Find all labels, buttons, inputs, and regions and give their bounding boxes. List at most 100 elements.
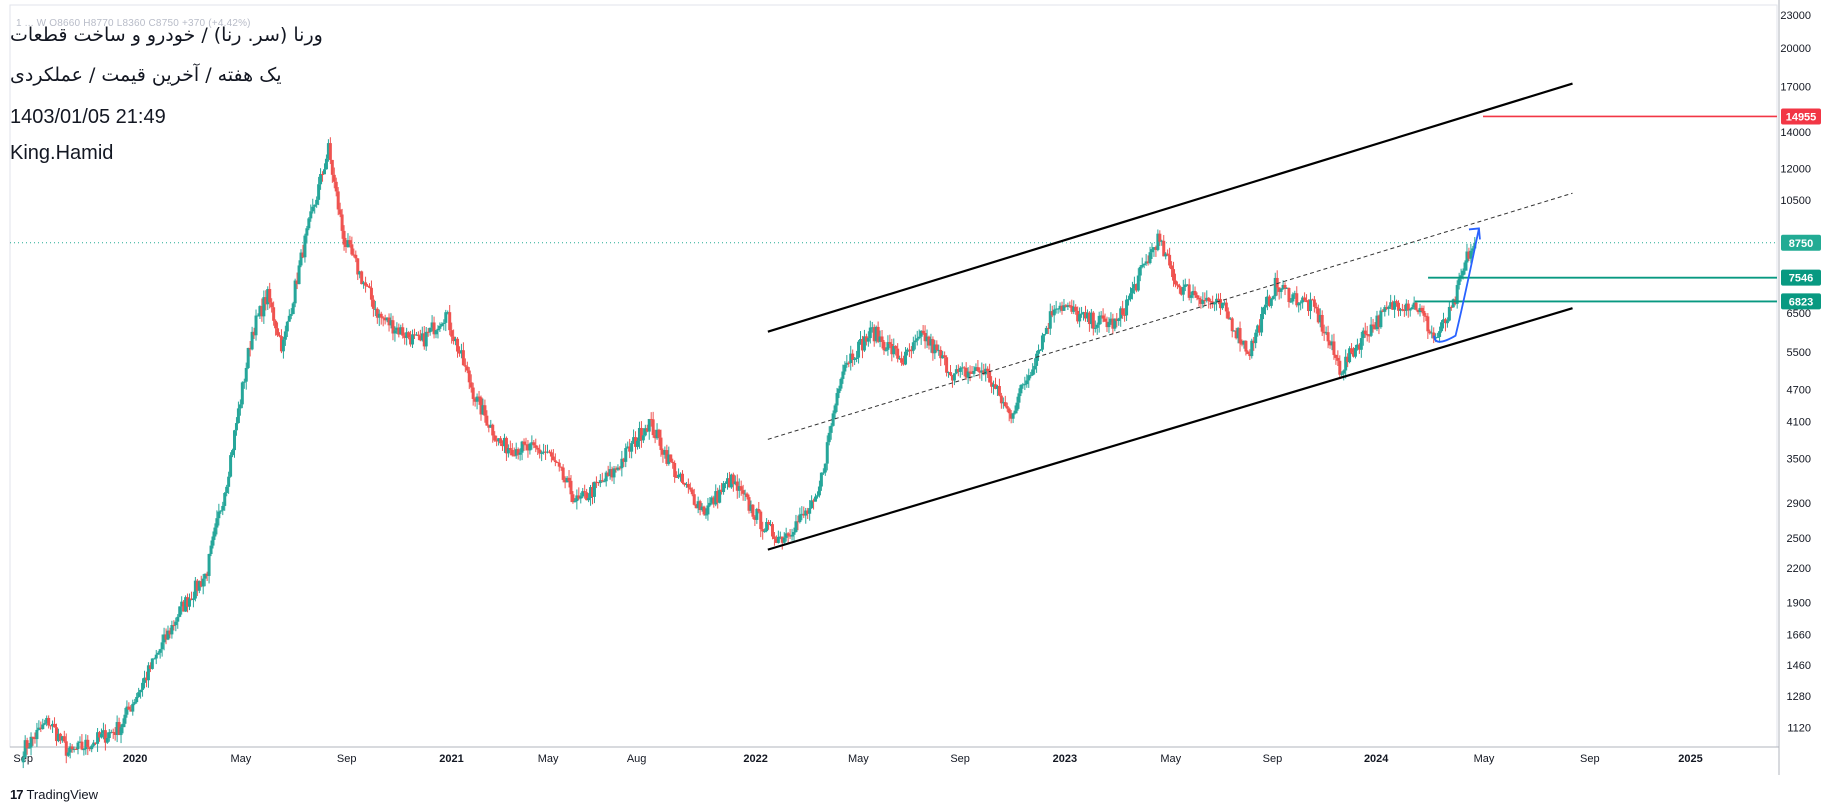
candle-body-down xyxy=(1277,287,1281,292)
candle-body-down xyxy=(483,405,487,416)
candle-body-down xyxy=(1422,311,1426,316)
candle-body-up xyxy=(139,689,143,693)
candle-body-down xyxy=(751,504,755,517)
candle-body-up xyxy=(763,531,767,533)
forecast-arrow-curve[interactable] xyxy=(1433,228,1480,343)
candle-body-up xyxy=(1438,331,1442,337)
candle-body-down xyxy=(1238,328,1242,344)
candle-body-up xyxy=(1273,277,1277,297)
candle-body-down xyxy=(986,368,990,372)
candle-body-up xyxy=(1418,307,1422,313)
candle-body-up xyxy=(1085,312,1089,319)
candle-body-down xyxy=(342,230,346,245)
candle-body-down xyxy=(1115,318,1119,321)
candle-body-down xyxy=(1199,299,1203,304)
candle-body-up xyxy=(436,328,440,331)
candle-body-down xyxy=(686,483,690,488)
candle-body-up xyxy=(1062,305,1066,311)
price-tick-label: 2900 xyxy=(1787,498,1811,510)
channel-midline-dashed[interactable] xyxy=(767,192,1573,440)
candle-body-up xyxy=(1355,344,1359,348)
candle-body-down xyxy=(1060,305,1064,311)
candle-body-up xyxy=(160,642,164,650)
candle-body-down xyxy=(544,451,548,453)
candle-body-up xyxy=(207,553,211,576)
candle-body-up xyxy=(1430,332,1434,334)
candle-body-down xyxy=(268,288,272,303)
candle-body-down xyxy=(74,749,78,751)
candle-body-up xyxy=(395,327,399,331)
candle-body-up xyxy=(43,723,47,725)
price-tick-label: 6500 xyxy=(1787,308,1811,320)
tradingview-brand[interactable]: 17 TradingView xyxy=(10,787,98,802)
candle-body-down xyxy=(745,493,749,498)
candle-body-down xyxy=(58,733,62,741)
candle-body-up xyxy=(166,630,170,640)
candle-body-up xyxy=(131,703,135,712)
candle-body-up xyxy=(475,396,479,402)
candle-body-up xyxy=(322,169,326,175)
candle-body-down xyxy=(962,367,966,369)
price-tick-label: 1660 xyxy=(1787,630,1811,642)
candle-body-down xyxy=(264,297,268,305)
candle-body-up xyxy=(29,736,33,748)
candle-body-down xyxy=(1187,284,1191,298)
date-tick-label: Sep xyxy=(1263,753,1283,765)
candle-body-up xyxy=(798,514,802,523)
price-tick-label: 10500 xyxy=(1780,195,1811,207)
candle-body-up xyxy=(174,621,178,626)
candle-body-up xyxy=(1191,291,1195,296)
candle-body-up xyxy=(1142,263,1146,266)
candle-body-up xyxy=(1291,294,1295,302)
candle-body-down xyxy=(491,424,495,436)
candle-body-down xyxy=(673,462,677,477)
candle-body-up xyxy=(1037,350,1041,354)
candle-body-down xyxy=(277,335,281,337)
candle-body-down xyxy=(956,369,960,372)
candle-body-up xyxy=(1387,306,1391,309)
candle-body-down xyxy=(381,317,385,319)
candle-body-down xyxy=(894,346,898,349)
candle-body-up xyxy=(246,347,250,368)
candle-body-up xyxy=(346,240,350,248)
candle-body-up xyxy=(438,325,442,329)
candle-body-down xyxy=(1070,305,1074,312)
candle-body-up xyxy=(1215,298,1219,303)
candle-body-up xyxy=(215,518,219,528)
candle-body-up xyxy=(1080,313,1084,315)
candle-body-down xyxy=(549,452,553,457)
date-tick-label: 2024 xyxy=(1364,753,1389,765)
candle-body-down xyxy=(949,372,953,376)
candle-body-down xyxy=(909,350,913,352)
candle-body-down xyxy=(880,336,884,342)
candle-body-up xyxy=(23,740,27,758)
candle-body-down xyxy=(80,741,84,750)
candle-body-up xyxy=(1078,314,1082,322)
candle-body-up xyxy=(821,472,825,474)
candle-body-up xyxy=(1232,330,1236,332)
candle-body-down xyxy=(516,449,520,455)
candle-body-up xyxy=(814,496,818,502)
candle-body-up xyxy=(176,616,180,622)
candle-body-up xyxy=(952,373,956,381)
candle-body-down xyxy=(1322,331,1326,334)
candle-body-up xyxy=(1340,373,1344,375)
channel-lower-trendline[interactable] xyxy=(767,307,1573,551)
candle-body-up xyxy=(313,204,317,207)
candle-body-up xyxy=(1465,251,1469,263)
candle-body-up xyxy=(1262,307,1266,314)
candle-body-down xyxy=(260,306,264,317)
candle-body-up xyxy=(152,658,156,660)
candle-body-down xyxy=(634,437,638,447)
candle-body-up xyxy=(446,312,450,314)
candle-body-up xyxy=(714,491,718,505)
candle-body-down xyxy=(172,625,176,627)
candle-body-up xyxy=(1285,288,1289,290)
candle-body-down xyxy=(806,510,810,514)
candle-body-down xyxy=(366,285,370,287)
candle-body-down xyxy=(1207,297,1211,302)
channel-upper-trendline[interactable] xyxy=(767,82,1573,333)
candle-body-up xyxy=(837,388,841,394)
candle-body-up xyxy=(1469,250,1473,259)
